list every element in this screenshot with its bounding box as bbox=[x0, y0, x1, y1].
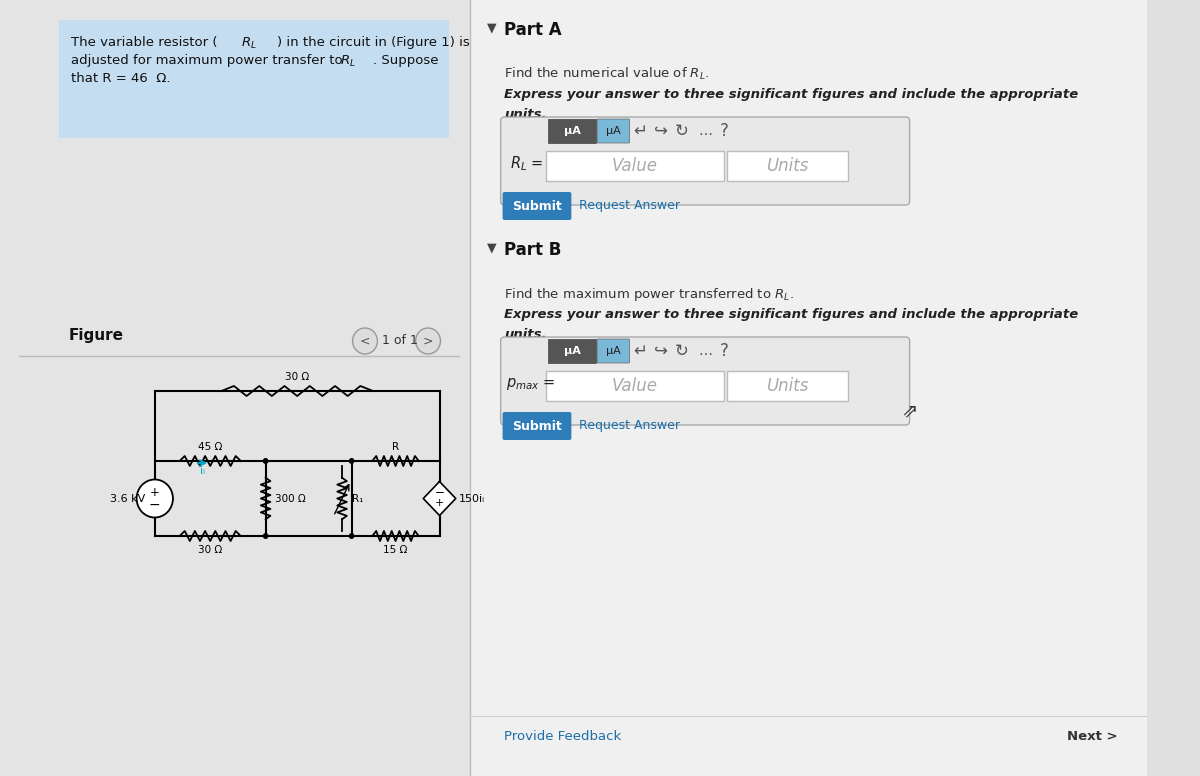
Text: ▼: ▼ bbox=[487, 241, 497, 254]
Circle shape bbox=[263, 458, 269, 464]
Text: <: < bbox=[360, 334, 371, 348]
Text: $p_{max}$ =: $p_{max}$ = bbox=[506, 376, 556, 392]
Polygon shape bbox=[424, 481, 456, 515]
FancyBboxPatch shape bbox=[548, 339, 596, 363]
Text: 300 Ω: 300 Ω bbox=[275, 494, 306, 504]
FancyBboxPatch shape bbox=[546, 151, 725, 181]
Circle shape bbox=[263, 533, 269, 539]
Text: ↵: ↵ bbox=[634, 122, 647, 140]
Text: ?: ? bbox=[720, 342, 728, 360]
Text: 1 of 1: 1 of 1 bbox=[382, 334, 418, 348]
Text: Find the numerical value of $R_L$.: Find the numerical value of $R_L$. bbox=[504, 66, 710, 82]
Circle shape bbox=[415, 328, 440, 354]
FancyBboxPatch shape bbox=[500, 117, 910, 205]
FancyBboxPatch shape bbox=[503, 192, 571, 220]
Text: 30 Ω: 30 Ω bbox=[286, 372, 310, 382]
Text: Find the maximum power transferred to $R_L$.: Find the maximum power transferred to $R… bbox=[504, 286, 794, 303]
Text: μA: μA bbox=[606, 126, 620, 136]
Text: ⇗: ⇗ bbox=[901, 401, 918, 421]
Text: units.: units. bbox=[504, 328, 547, 341]
Text: ↻: ↻ bbox=[676, 122, 689, 140]
FancyBboxPatch shape bbox=[727, 151, 848, 181]
FancyBboxPatch shape bbox=[727, 371, 848, 401]
Text: Figure: Figure bbox=[68, 328, 124, 343]
Text: −: − bbox=[149, 497, 161, 511]
Text: Provide Feedback: Provide Feedback bbox=[504, 729, 622, 743]
FancyBboxPatch shape bbox=[500, 337, 910, 425]
FancyBboxPatch shape bbox=[470, 0, 1146, 776]
Text: Request Answer: Request Answer bbox=[580, 420, 680, 432]
FancyBboxPatch shape bbox=[59, 20, 449, 138]
Text: ?: ? bbox=[720, 122, 728, 140]
FancyBboxPatch shape bbox=[546, 371, 725, 401]
Text: iᵢ: iᵢ bbox=[200, 466, 205, 476]
Text: 30 Ω: 30 Ω bbox=[198, 545, 222, 555]
Text: ↪: ↪ bbox=[654, 342, 668, 360]
Text: $R_L$: $R_L$ bbox=[340, 54, 356, 69]
Text: ↻: ↻ bbox=[676, 342, 689, 360]
Circle shape bbox=[349, 458, 354, 464]
Text: Express your answer to three significant figures and include the appropriate: Express your answer to three significant… bbox=[504, 308, 1079, 321]
Text: μA: μA bbox=[564, 126, 581, 136]
Text: 3.6 kV: 3.6 kV bbox=[110, 494, 145, 504]
Text: Value: Value bbox=[612, 157, 658, 175]
Text: …: … bbox=[698, 124, 712, 138]
Text: μA: μA bbox=[606, 346, 620, 356]
Text: Submit: Submit bbox=[512, 420, 562, 432]
Text: 15 Ω: 15 Ω bbox=[383, 545, 408, 555]
Text: R: R bbox=[392, 442, 400, 452]
Text: +: + bbox=[150, 486, 160, 499]
Text: ) in the circuit in (Figure 1) is: ) in the circuit in (Figure 1) is bbox=[277, 36, 470, 49]
Text: units.: units. bbox=[504, 108, 547, 121]
Text: adjusted for maximum power transfer to: adjusted for maximum power transfer to bbox=[71, 54, 347, 67]
Text: ↪: ↪ bbox=[654, 122, 668, 140]
Text: 150iᵢ: 150iᵢ bbox=[458, 494, 485, 504]
Text: 45 Ω: 45 Ω bbox=[198, 442, 222, 452]
Text: $R_L$: $R_L$ bbox=[241, 36, 257, 51]
Text: Value: Value bbox=[612, 377, 658, 395]
Text: Request Answer: Request Answer bbox=[580, 199, 680, 213]
FancyBboxPatch shape bbox=[503, 412, 571, 440]
Text: …: … bbox=[698, 344, 712, 358]
Circle shape bbox=[353, 328, 378, 354]
Text: Express your answer to three significant figures and include the appropriate: Express your answer to three significant… bbox=[504, 88, 1079, 101]
FancyBboxPatch shape bbox=[598, 339, 630, 363]
Text: ↵: ↵ bbox=[634, 342, 647, 360]
Text: Part A: Part A bbox=[504, 21, 562, 39]
Text: >: > bbox=[422, 334, 433, 348]
Text: +: + bbox=[434, 498, 444, 508]
Text: μA: μA bbox=[564, 346, 581, 356]
Text: Units: Units bbox=[766, 157, 809, 175]
Text: Units: Units bbox=[766, 377, 809, 395]
FancyBboxPatch shape bbox=[598, 119, 630, 143]
Text: R₁: R₁ bbox=[352, 494, 362, 504]
FancyBboxPatch shape bbox=[548, 119, 596, 143]
Text: ▼: ▼ bbox=[487, 21, 497, 34]
Circle shape bbox=[137, 480, 173, 518]
Text: Next >: Next > bbox=[1067, 729, 1118, 743]
FancyBboxPatch shape bbox=[0, 0, 470, 776]
Text: Submit: Submit bbox=[512, 199, 562, 213]
Text: that R = 46  Ω.: that R = 46 Ω. bbox=[71, 72, 170, 85]
Text: The variable resistor (: The variable resistor ( bbox=[71, 36, 217, 49]
Text: . Suppose: . Suppose bbox=[373, 54, 438, 67]
Text: −: − bbox=[434, 486, 444, 499]
Text: $R_L$ =: $R_L$ = bbox=[510, 154, 544, 173]
Text: Part B: Part B bbox=[504, 241, 562, 259]
Circle shape bbox=[349, 533, 354, 539]
